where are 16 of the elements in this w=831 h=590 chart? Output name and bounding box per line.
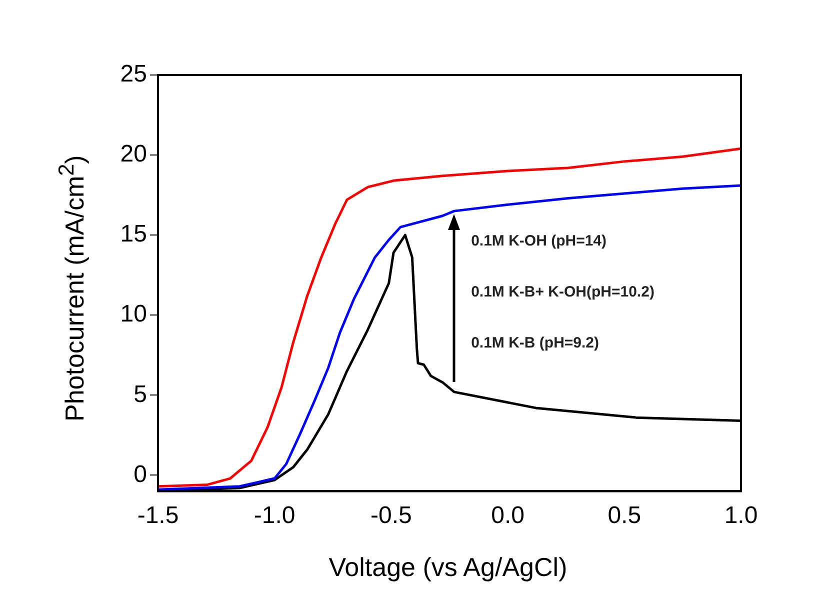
y-tick-label: 15 <box>120 220 147 248</box>
x-tick-label: 0.0 <box>491 502 524 530</box>
y-tick-label: 20 <box>120 140 147 168</box>
y-tick-label: 25 <box>120 60 147 88</box>
x-tick-label: -1.5 <box>137 502 179 530</box>
y-tick-label: 5 <box>134 380 147 408</box>
annotation: 0.1M K-B+ K-OH(pH=10.2) <box>471 284 654 301</box>
x-tick-label: 0.5 <box>608 502 642 530</box>
y-tick-label: 0 <box>134 460 147 488</box>
x-tick-label: -0.5 <box>370 502 412 530</box>
annotation: 0.1M K-OH (pH=14) <box>471 232 607 250</box>
x-tick-label: 1.0 <box>724 502 758 530</box>
x-axis-title: Voltage (vs Ag/AgCl) <box>328 552 568 583</box>
annotation: 0.1M K-B (pH=9.2) <box>471 334 600 352</box>
x-tick-label: -1.0 <box>254 502 296 530</box>
y-tick-label: 10 <box>120 300 147 328</box>
